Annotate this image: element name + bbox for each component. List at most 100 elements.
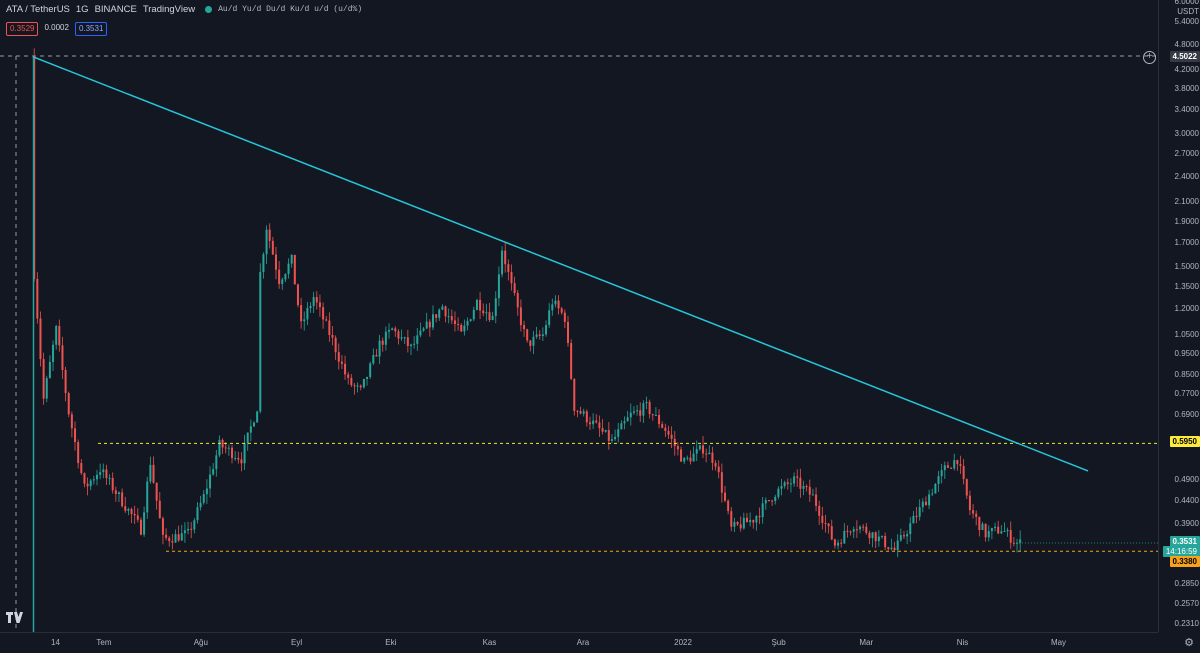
buy-price[interactable]: 0.3531 [74, 22, 108, 36]
candle-body [45, 378, 48, 399]
candle-body [139, 519, 142, 535]
candle-body [133, 514, 136, 516]
candle-body [921, 501, 924, 508]
time-tick: May [1050, 638, 1067, 647]
candle-body [83, 473, 86, 484]
candle-body [639, 410, 642, 416]
candle-body [727, 500, 730, 512]
price-tick: 0.7700 [1174, 389, 1199, 399]
time-tick: Eyl [291, 638, 303, 647]
tradingview-logo[interactable] [6, 612, 24, 626]
candle-body [127, 508, 130, 511]
candle-body [978, 516, 981, 531]
candle-body [410, 344, 412, 347]
currency-label[interactable]: USDT [1177, 7, 1199, 16]
descending-trendline[interactable] [32, 56, 1089, 472]
candle-body [482, 310, 485, 314]
candle-body [632, 411, 635, 413]
candle-body [548, 310, 551, 326]
plus-circle-icon[interactable]: + [1143, 51, 1156, 64]
candle-body [70, 414, 73, 429]
candle-body [654, 414, 657, 416]
time-tick: Şub [771, 638, 786, 647]
candle-body [918, 507, 921, 517]
price-axis[interactable]: USDT 6.0000 5.4000 4.8000 4.2000 3.8000 3.400… [1158, 0, 1200, 632]
candle-body [840, 542, 843, 544]
candle-body [975, 513, 978, 517]
candle-body [39, 318, 42, 360]
candle-body [265, 229, 268, 255]
candle-body [708, 452, 711, 455]
candle-body [1012, 542, 1015, 544]
price-chart[interactable] [0, 0, 1158, 632]
candle-body [686, 457, 689, 459]
time-tick: Tem [96, 638, 112, 647]
candle-body [48, 361, 51, 379]
candle-body [956, 460, 959, 465]
symbol-name[interactable]: ATA / TetherUS [6, 4, 70, 15]
candle-body [758, 516, 761, 518]
candle-body [981, 523, 984, 531]
price-tick: 0.2310 [1174, 619, 1199, 628]
candle-body [378, 340, 381, 357]
candle-body [683, 457, 686, 462]
candle-body [174, 534, 177, 543]
candle-body [246, 432, 249, 444]
candle-body [620, 423, 623, 430]
candle-body [733, 522, 736, 527]
candle-body [755, 516, 758, 523]
candle-body [507, 264, 510, 273]
candle-body [205, 488, 208, 495]
candle-body [529, 340, 532, 346]
candle-body [642, 403, 645, 416]
candle-body [450, 316, 453, 321]
candle-body [64, 369, 67, 394]
candle-body [837, 542, 840, 546]
candle-body [736, 522, 739, 525]
candle-body [114, 490, 117, 495]
candle-body [667, 430, 670, 435]
candle-body [463, 325, 466, 332]
candle-body [312, 297, 315, 307]
candle-body [950, 467, 953, 469]
candle-body [579, 411, 582, 414]
price-tick: 0.6900 [1174, 410, 1199, 420]
candle-body [268, 229, 271, 241]
candle-body [212, 469, 215, 475]
interval[interactable]: 1G [75, 4, 89, 15]
candle-body [388, 329, 391, 332]
candle-body [777, 488, 780, 497]
candle-body [80, 463, 83, 474]
candle-body [673, 438, 676, 447]
candle-body [444, 306, 447, 317]
candle-body [306, 308, 309, 320]
candle-body [661, 424, 664, 428]
countdown-label: 14:16:59 [1162, 546, 1200, 557]
candle-body [105, 469, 108, 479]
sell-price[interactable]: 0.3529 [6, 22, 39, 36]
candle-body [924, 501, 927, 506]
candle-body [234, 457, 237, 459]
candle-body [702, 445, 705, 454]
time-axis[interactable]: 14 Tem Ağu Eyl Eki Kas Ara 2022 Şub Mar Nis May [0, 632, 1158, 653]
candle-body [187, 528, 190, 531]
candle-body [614, 436, 617, 440]
candle-body [749, 520, 752, 523]
price-tick: 0.9500 [1174, 348, 1199, 358]
candle-body [491, 315, 494, 320]
candle-body [720, 472, 723, 493]
time-tick: Ara [576, 638, 590, 647]
candle-body [42, 359, 45, 399]
price-tick: 1.2000 [1174, 304, 1199, 314]
candle-body [827, 523, 830, 527]
candle-body [516, 293, 519, 308]
candle-body [394, 328, 397, 332]
candle-body [893, 547, 896, 551]
candle-body [259, 272, 262, 412]
ohlc-legend: Au/d Yu/d Du/d Ku/d u/d (u/d%) [218, 5, 363, 14]
candle-body [209, 474, 212, 489]
candle-body [168, 537, 171, 542]
candle-body [523, 325, 526, 330]
gear-icon[interactable]: ⚙ [1184, 637, 1194, 649]
candle-body [943, 465, 946, 471]
